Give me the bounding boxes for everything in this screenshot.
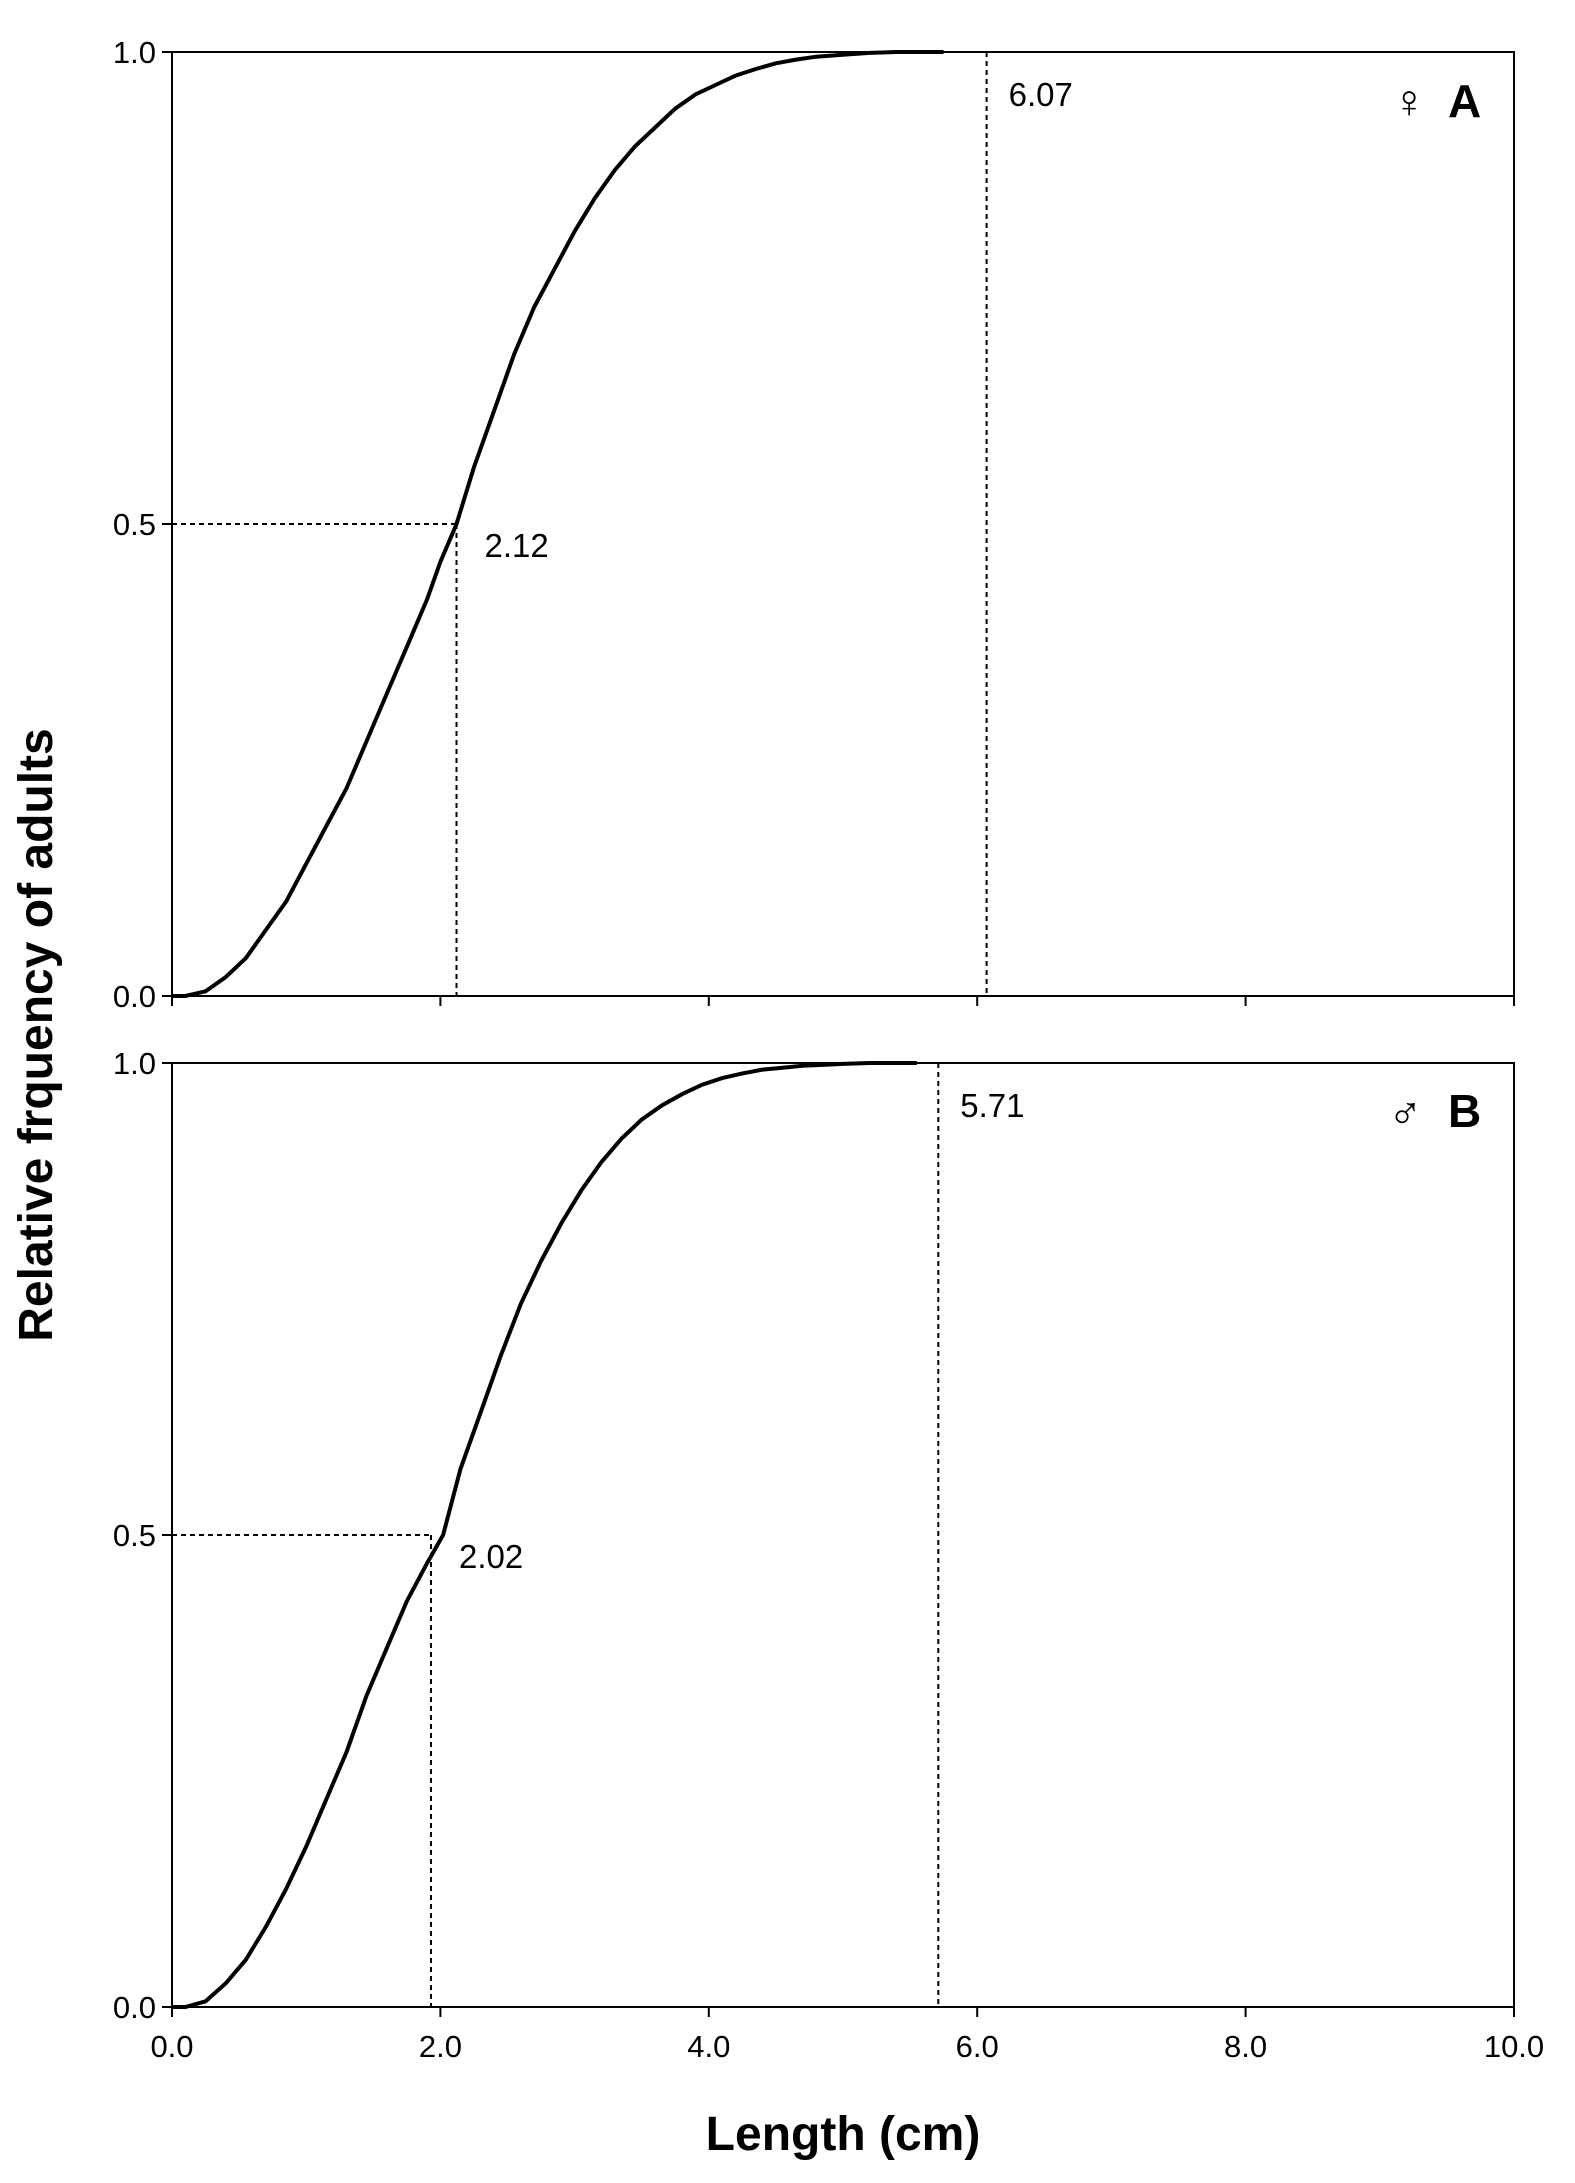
reference-lines-a: 2.12 6.07 [172,52,1073,996]
y-tick-label: 0.0 [113,1990,156,2025]
panel-label-a: A [1448,75,1481,127]
panel-b: 0.0 0.5 1.0 0.0 2.0 4.0 6.0 8.0 10.0 2.02 5.71 ♂… [113,1046,1544,2064]
sex-symbol-male: ♂ [1388,1085,1423,1137]
y-tick-label: 0.5 [113,1518,156,1553]
x-ticks-a [171,996,1515,1006]
median-label: 2.12 [485,527,549,564]
x-tick-label: 0.0 [150,2029,193,2064]
x-tick-label: 4.0 [687,2029,730,2064]
x-ticks-b: 0.0 2.0 4.0 6.0 8.0 10.0 [150,2007,1544,2064]
y-tick-label: 0.0 [113,979,156,1014]
x-axis-title: Length (cm) [706,2108,981,2161]
panel-a: 0.0 0.5 1.0 2.12 6.07 ♀ A [113,35,1515,1014]
y-tick-label: 1.0 [113,35,156,70]
max-length-label: 5.71 [960,1087,1024,1124]
max-length-label: 6.07 [1009,76,1073,113]
x-tick-label: 10.0 [1484,2029,1544,2064]
reference-lines-b: 2.02 5.71 [172,1063,1025,2007]
median-label: 2.02 [459,1538,523,1575]
cumulative-curve-b [172,1061,917,2009]
y-tick-label: 0.5 [113,507,156,542]
y-ticks-a: 0.0 0.5 1.0 [113,35,172,1014]
cumulative-curve-a [172,50,944,998]
x-tick-label: 6.0 [956,2029,999,2064]
panel-label-b: B [1448,1085,1481,1137]
x-tick-label: 8.0 [1224,2029,1267,2064]
y-axis-title: Relative frquency of adults [10,728,63,1341]
x-tick-label: 2.0 [419,2029,462,2064]
sex-symbol-female: ♀ [1392,75,1427,127]
y-tick-label: 1.0 [113,1046,156,1081]
y-ticks-b: 0.0 0.5 1.0 [113,1046,172,2025]
